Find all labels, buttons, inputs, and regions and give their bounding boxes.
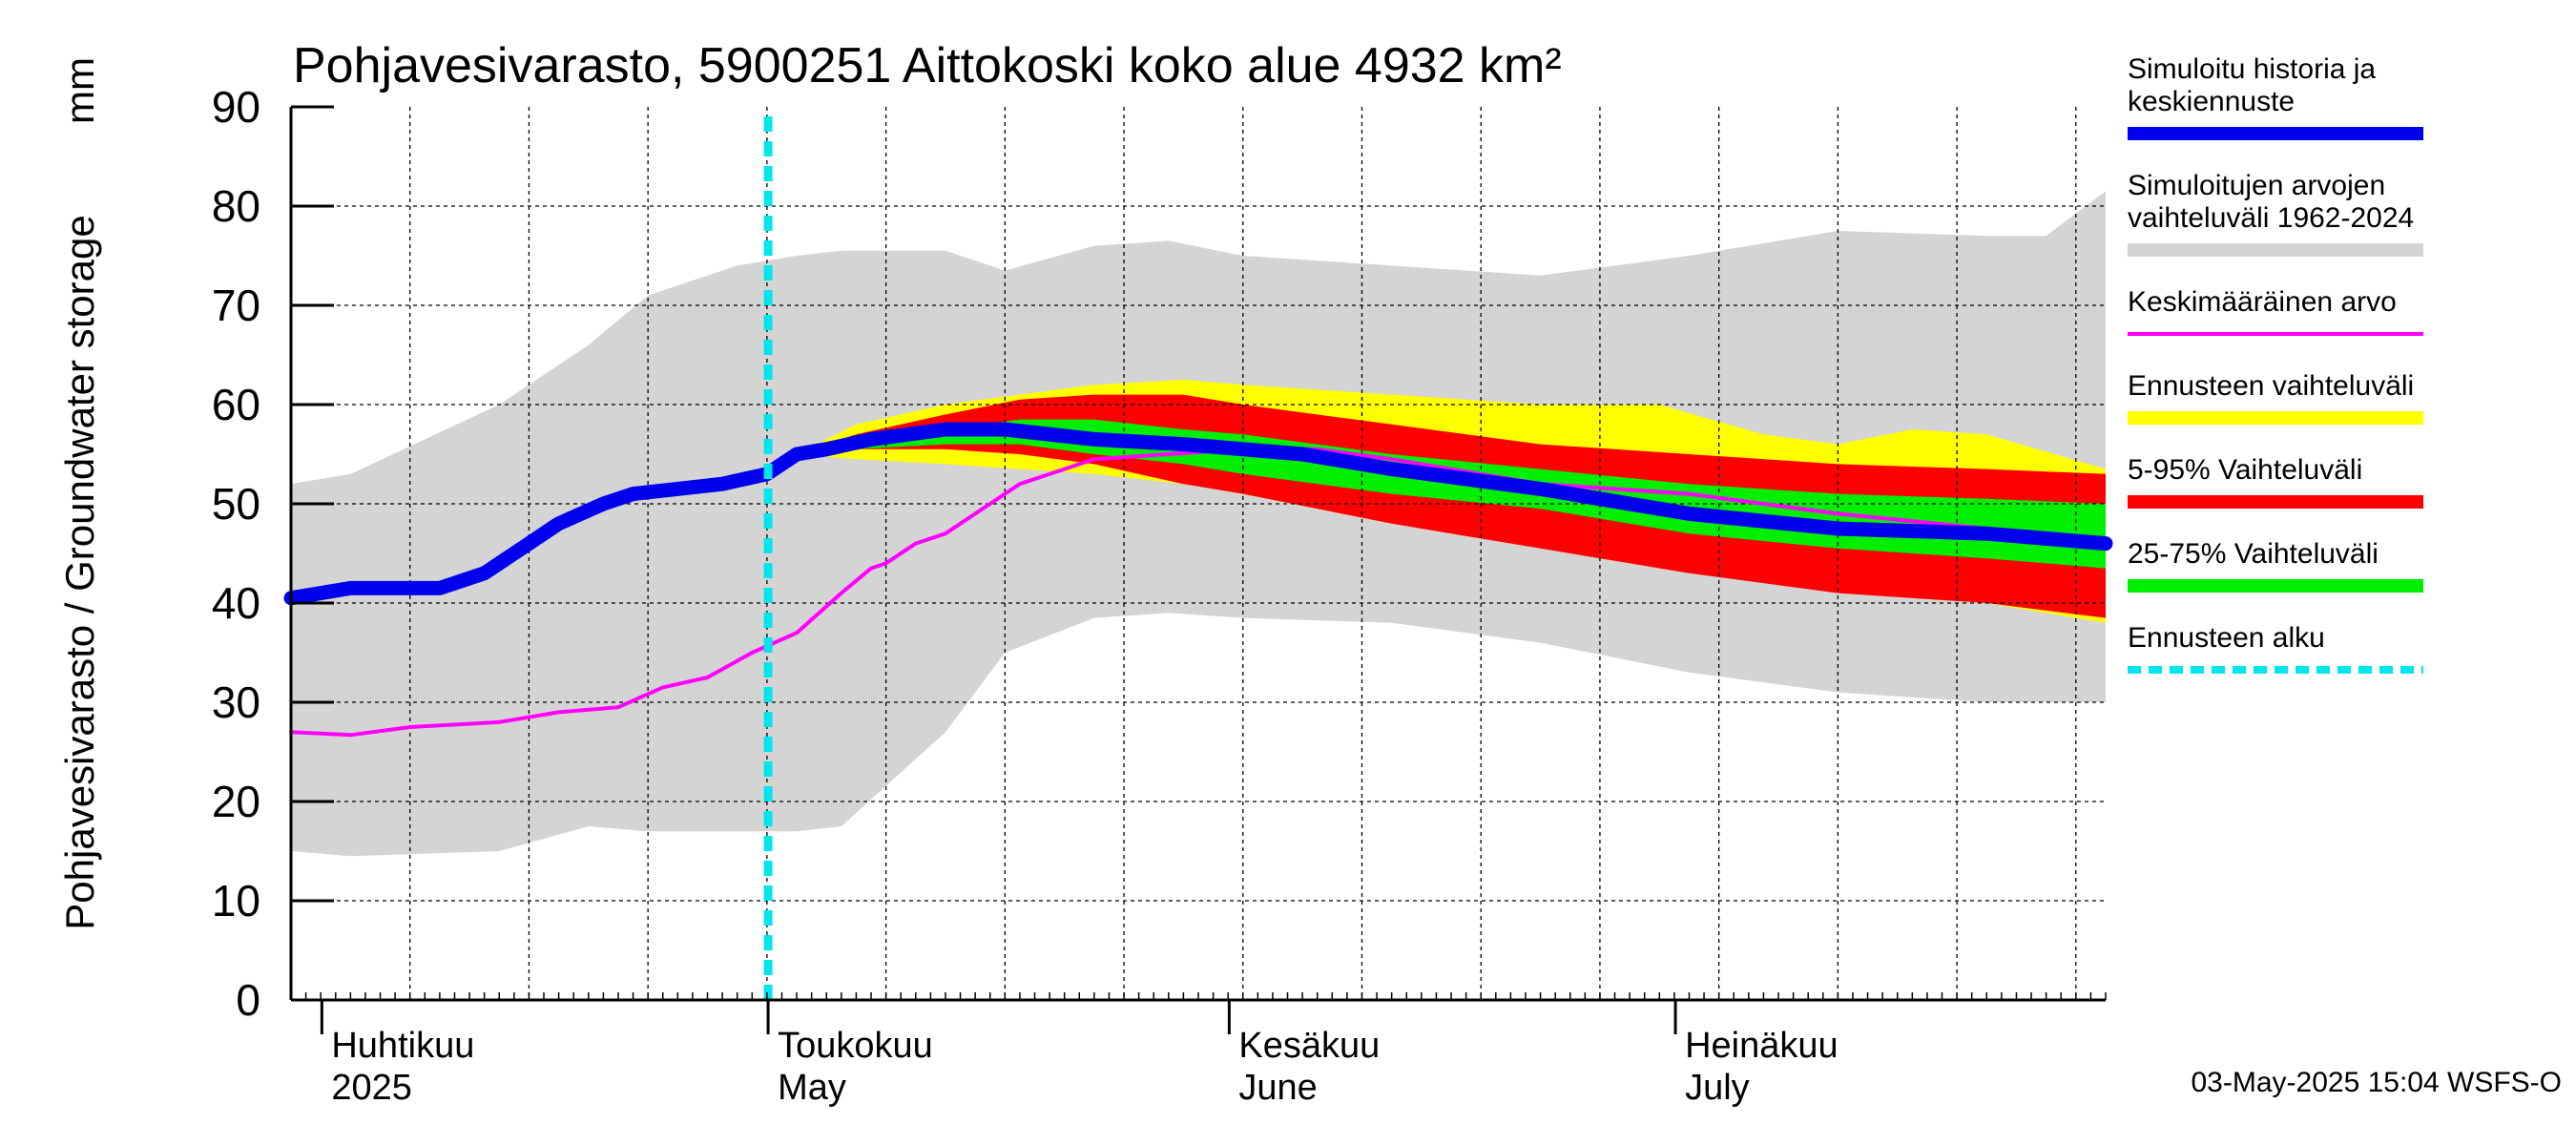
y-axis-unit: mm <box>57 57 102 124</box>
line-simuloitu-historia-ja-keskiennuste <box>283 422 2113 606</box>
y-tick-label-10: 10 <box>212 876 260 926</box>
y-tick-label-30: 30 <box>212 677 260 727</box>
legend-label: Simuloitu historia ja keskiennuste <box>2128 53 2376 117</box>
x-month-sublabel-2025: 2025 <box>331 1068 412 1108</box>
legend-label: Ennusteen vaihteluväli <box>2128 370 2414 402</box>
legend-label-line: Ennusteen alku <box>2128 622 2325 654</box>
legend-item-ennusteen-alku: Ennusteen alku <box>2128 622 2423 674</box>
legend-item-keskim-r-inen-arvo: Keskimääräinen arvo <box>2128 286 2423 336</box>
footer-timestamp: 03-May-2025 15:04 WSFS-O <box>2192 1067 2563 1098</box>
legend-label: Ennusteen alku <box>2128 622 2325 654</box>
y-tick-label-80: 80 <box>212 181 260 231</box>
chart-title: Pohjavesivarasto, 5900251 Aittokoski kok… <box>293 38 1562 94</box>
legend-label: Simuloitujen arvojen vaihteluväli 1962-20… <box>2128 170 2414 234</box>
x-month-sublabel-may: May <box>778 1068 846 1108</box>
y-tick-label-40: 40 <box>212 578 260 628</box>
x-month-label-huhtikuu: Huhtikuu <box>331 1026 474 1066</box>
legend-label-line: Keskimääräinen arvo <box>2128 286 2397 318</box>
plot-axes <box>289 105 2107 1034</box>
legend-label-line: 25-75% Vaihteluväli <box>2128 538 2379 570</box>
x-month-label-toukokuu: Toukokuu <box>778 1026 933 1066</box>
legend-label-line: 5-95% Vaihteluväli <box>2128 454 2362 486</box>
plot-lines <box>283 116 2113 1000</box>
y-tick-label-50: 50 <box>212 479 260 529</box>
line-keskim-r-inen-arvo <box>289 447 2108 738</box>
legend-item-5-95-vaihteluv-li: 5-95% Vaihteluväli <box>2128 454 2423 509</box>
legend-item-simuloitu-historia-ja-keskiennuste: Simuloitu historia ja keskiennuste <box>2128 53 2423 140</box>
legend: Simuloitu historia ja keskiennusteSimuloi… <box>2128 53 2423 674</box>
y-tick-label-90: 90 <box>212 82 260 132</box>
x-month-label-kes-kuu: Kesäkuu <box>1238 1026 1380 1066</box>
legend-label-line: Ennusteen vaihteluväli <box>2128 370 2414 402</box>
legend-item-25-75-vaihteluv-li: 25-75% Vaihteluväli <box>2128 538 2423 593</box>
x-month-sublabel-july: July <box>1685 1068 1750 1108</box>
legend-label-line: keskiennuste <box>2128 86 2295 117</box>
y-tick-labels: 0 10 20 30 40 50 60 70 80 90 <box>212 82 260 1025</box>
legend-label-line: vaihteluväli 1962-2024 <box>2128 202 2414 234</box>
legend-label-line: Simuloitujen arvojen <box>2128 170 2385 201</box>
y-tick-label-70: 70 <box>212 281 260 330</box>
legend-label-line: Simuloitu historia ja <box>2128 53 2376 85</box>
y-tick-label-0: 0 <box>236 975 260 1025</box>
y-axis-label: Pohjavesivarasto / Groundwater storage <box>57 215 102 929</box>
x-month-label-hein-kuu: Heinäkuu <box>1685 1026 1839 1066</box>
legend-item-simuloitujen-arvojen-vaihteluv-li-1962-2024: Simuloitujen arvojen vaihteluväli 1962-20… <box>2128 170 2423 257</box>
legend-label: 5-95% Vaihteluväli <box>2128 454 2362 486</box>
x-month-sublabel-june: June <box>1238 1068 1317 1108</box>
band-simuloitujen-arvojen-vaihteluv-li-1962-2024 <box>291 191 2106 857</box>
legend-label: 25-75% Vaihteluväli <box>2128 538 2379 570</box>
legend-label: Keskimääräinen arvo <box>2128 286 2397 318</box>
legend-item-ennusteen-vaihteluv-li: Ennusteen vaihteluväli <box>2128 370 2423 425</box>
y-tick-label-20: 20 <box>212 777 260 826</box>
y-tick-label-60: 60 <box>212 380 260 429</box>
